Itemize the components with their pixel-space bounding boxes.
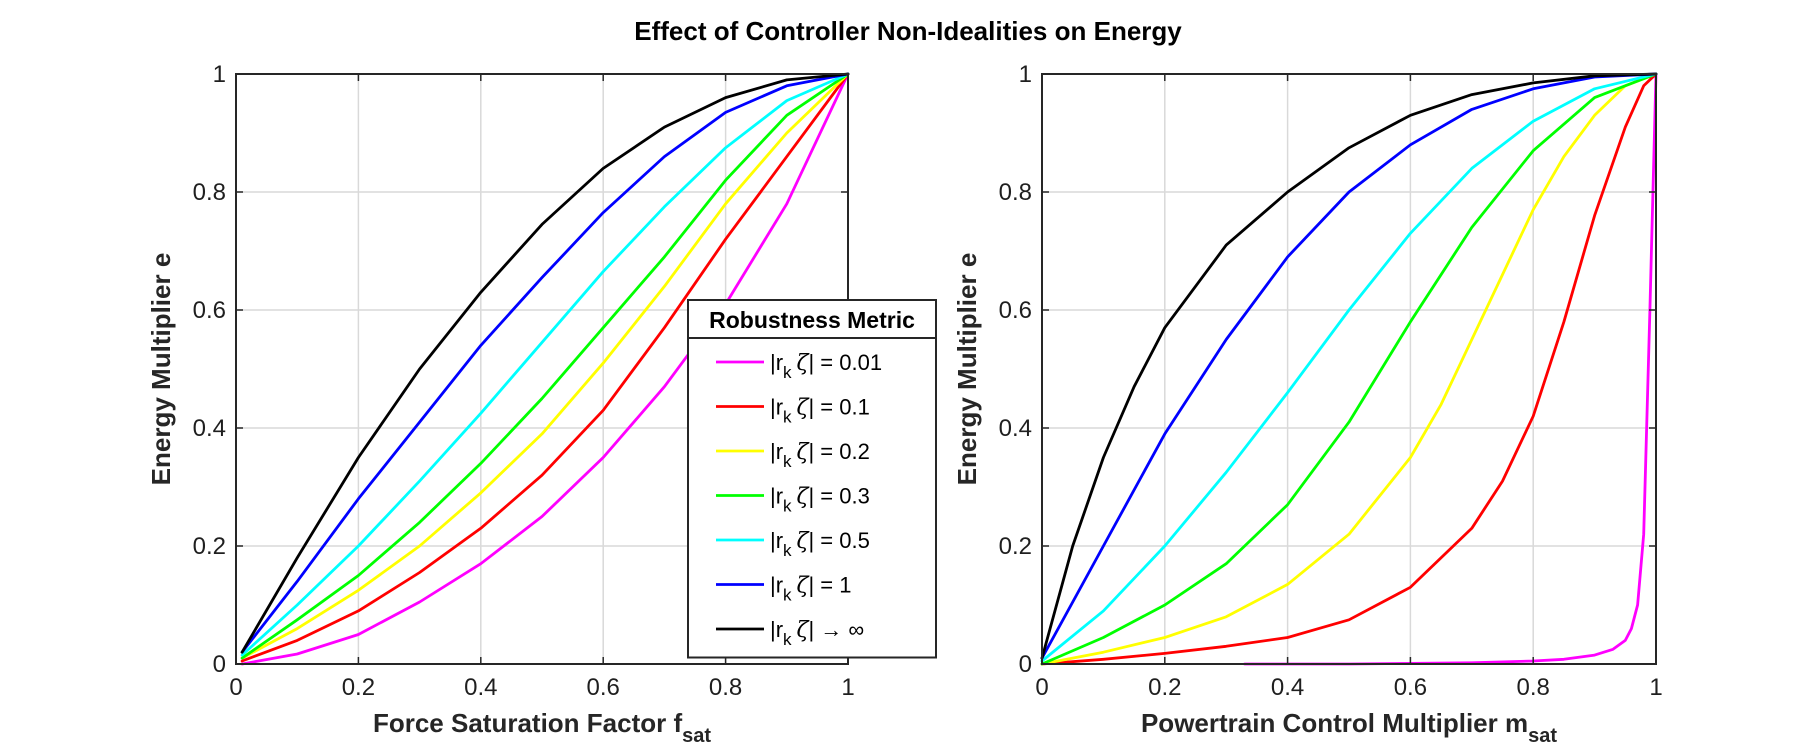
y-tick-label: 0.6 (999, 297, 1032, 324)
x-tick-label: 0.8 (1517, 674, 1550, 701)
legend-entry-subscript: k (783, 586, 792, 605)
legend-entry-value: | = 1 (808, 573, 851, 598)
legend-title: Robustness Metric (709, 307, 915, 333)
legend-entry-prefix: |r (770, 528, 783, 553)
series-line-4 (1040, 72, 1658, 663)
series-line-2 (240, 72, 850, 660)
x-tick-label: 0.4 (464, 674, 497, 701)
legend: Robustness Metric|rk ζ| = 0.01|rk ζ| = 0.1… (687, 299, 937, 659)
y-tick-label: 0.8 (999, 179, 1032, 206)
legend-entry-prefix: |r (770, 439, 783, 464)
series-line-6 (1040, 72, 1658, 660)
y-tick-label: 0.8 (193, 179, 226, 206)
legend-entry-value: | = 0.1 (808, 395, 869, 420)
y-tick-label: 0.2 (999, 533, 1032, 560)
y-tick-label: 0.4 (999, 415, 1032, 442)
plot-area (1042, 74, 1656, 664)
y-axis-label: Energy Multiplier e (952, 253, 982, 486)
figure-title: Effect of Controller Non-Idealities on E… (634, 16, 1182, 46)
right-panel: 0 0.2 0.4 0.6 0.8 1 0 0.2 0.4 0.6 0.8 1 Powertrain C… (952, 61, 1663, 747)
y-tick-label: 0.2 (193, 533, 226, 560)
legend-entry-value: | = 0.5 (808, 528, 869, 553)
y-tick-label: 0 (1019, 651, 1032, 678)
x-axis-label-subscript: sat (1528, 725, 1557, 747)
legend-entry-prefix: |r (770, 573, 783, 598)
legend-entry-value: | = 0.2 (808, 439, 869, 464)
y-tick-label: 0 (213, 651, 226, 678)
legend-entry-zeta: ζ (797, 396, 811, 421)
series-line-1 (1040, 72, 1658, 666)
legend-entry-prefix: |r (770, 395, 783, 420)
x-axis-label-main: Powertrain Control Multiplier m (1141, 708, 1528, 738)
series-line-3 (240, 72, 850, 660)
legend-entry-value: | = 0.3 (808, 484, 869, 509)
legend-entry-prefix: |r (770, 350, 783, 375)
x-tick-label: 0.4 (1271, 674, 1304, 701)
series-line-2 (1040, 72, 1658, 666)
legend-entry-5: |rk ζ| = 1 (770, 573, 852, 605)
axes-box (1041, 73, 1657, 665)
x-tick-label: 0.2 (1148, 674, 1181, 701)
legend-entry-3: |rk ζ| = 0.3 (770, 484, 870, 516)
x-axis-label-main: Force Saturation Factor f (373, 708, 682, 738)
series-line-6 (240, 72, 850, 654)
x-tick-label: 0.6 (587, 674, 620, 701)
y-tick-label: 1 (1019, 61, 1032, 88)
legend-entry-1: |rk ζ| = 0.1 (770, 395, 870, 427)
legend-entry-zeta: ζ (797, 440, 811, 465)
x-axis-label-subscript: sat (682, 725, 711, 747)
legend-entry-subscript: k (783, 363, 792, 382)
legend-entry-zeta: ζ (797, 618, 811, 643)
series-line-4 (240, 72, 850, 657)
legend-entry-value: | → ∞ (808, 617, 864, 642)
y-tick-label: 1 (213, 61, 226, 88)
x-tick-label: 0 (1035, 674, 1048, 701)
series-line-3 (1040, 72, 1658, 666)
legend-entry-subscript: k (783, 408, 792, 427)
legend-entry-zeta: ζ (797, 529, 811, 554)
legend-entry-subscript: k (783, 497, 792, 516)
y-axis-label: Energy Multiplier e (146, 253, 176, 486)
legend-entry-2: |rk ζ| = 0.2 (770, 439, 870, 471)
x-tick-label: 1 (1649, 674, 1662, 701)
legend-entry-4: |rk ζ| = 0.5 (770, 528, 870, 560)
legend-entry-subscript: k (783, 630, 792, 649)
x-axis-label: Force Saturation Factor fsat (373, 708, 711, 747)
legend-entry-zeta: ζ (797, 351, 811, 376)
x-tick-label: 0.6 (1394, 674, 1427, 701)
x-axis-label: Powertrain Control Multiplier msat (1141, 708, 1557, 747)
legend-entry-zeta: ζ (797, 574, 811, 599)
legend-entry-value: | = 0.01 (808, 350, 882, 375)
series-line-5 (1040, 72, 1658, 660)
x-tick-label: 0.8 (709, 674, 742, 701)
series-line-0 (240, 72, 850, 666)
series-line-5 (240, 72, 850, 654)
legend-entry-6: |rk ζ| → ∞ (770, 617, 864, 649)
legend-entry-0: |rk ζ| = 0.01 (770, 350, 882, 382)
legend-entry-subscript: k (783, 541, 792, 560)
y-tick-label: 0.6 (193, 297, 226, 324)
legend-entry-subscript: k (783, 452, 792, 471)
series-line-1 (240, 72, 850, 663)
x-tick-label: 1 (841, 674, 854, 701)
legend-entry-prefix: |r (770, 484, 783, 509)
x-tick-label: 0.2 (342, 674, 375, 701)
legend-entry-prefix: |r (770, 617, 783, 642)
legend-entry-zeta: ζ (797, 485, 811, 510)
legend-box (687, 299, 937, 659)
x-tick-label: 0 (229, 674, 242, 701)
y-tick-label: 0.4 (193, 415, 226, 442)
